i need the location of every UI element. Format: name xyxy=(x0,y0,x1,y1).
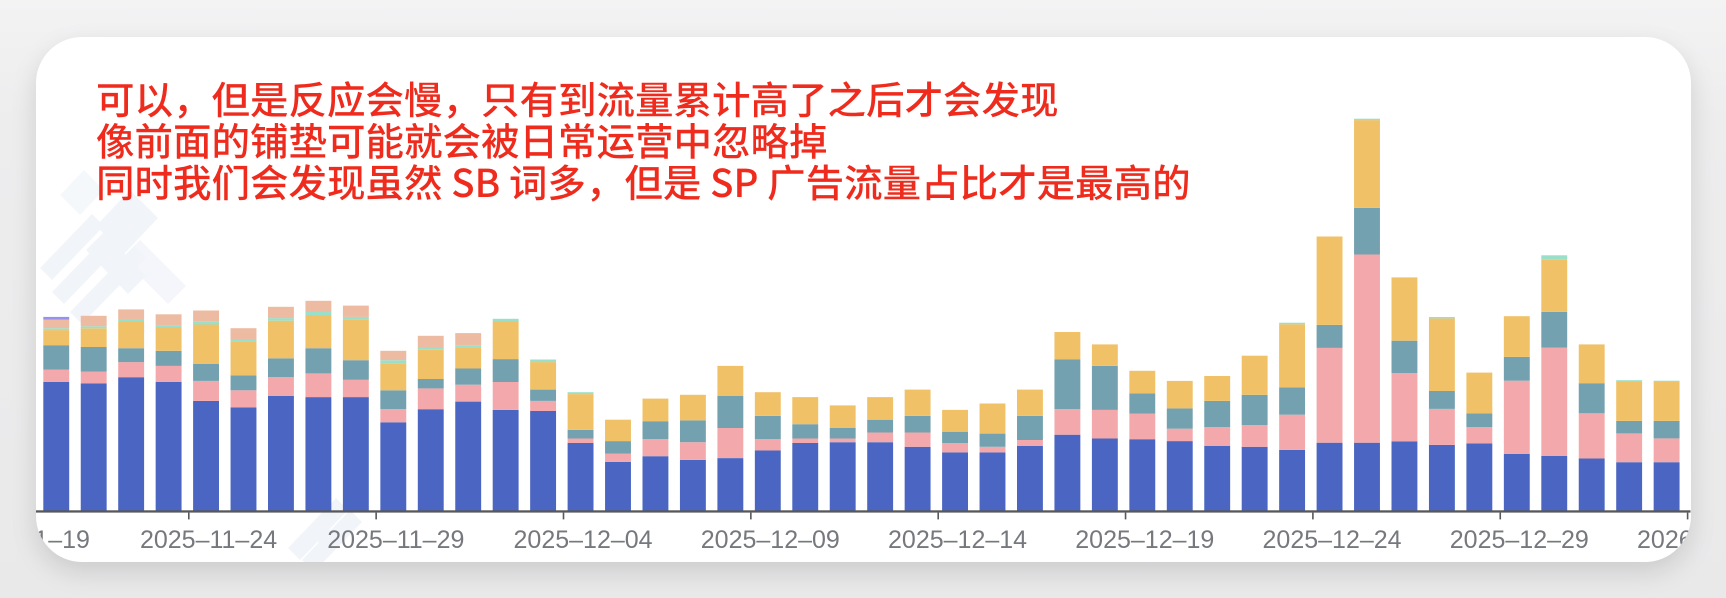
svg-text:2025–12–09: 2025–12–09 xyxy=(701,526,840,554)
svg-text:2025–11–19: 2025–11–19 xyxy=(36,526,90,554)
svg-text:2025–12–29: 2025–12–29 xyxy=(1450,526,1589,554)
svg-text:2025–11–24: 2025–11–24 xyxy=(140,526,277,554)
svg-text:2025–12–24: 2025–12–24 xyxy=(1263,526,1402,554)
svg-text:2026–01–03: 2026–01–03 xyxy=(1637,526,1690,554)
svg-text:2025–12–04: 2025–12–04 xyxy=(514,526,653,554)
svg-text:2025–12–14: 2025–12–14 xyxy=(888,526,1027,554)
svg-text:2025–11–29: 2025–11–29 xyxy=(327,526,464,554)
svg-text:2025–12–19: 2025–12–19 xyxy=(1075,526,1214,554)
